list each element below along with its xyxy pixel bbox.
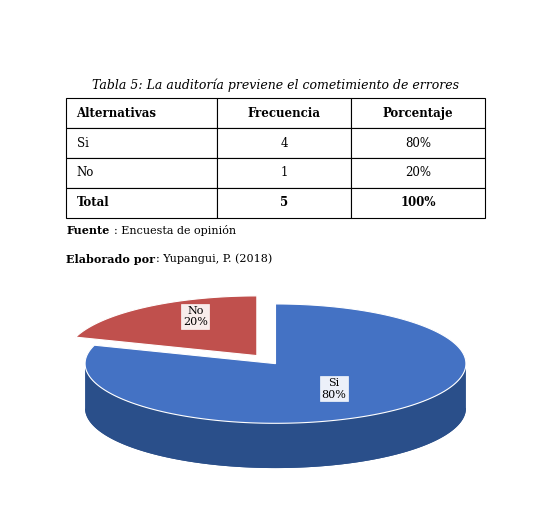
Text: Tabla 5: La auditoría previene el cometimiento de errores: Tabla 5: La auditoría previene el cometi… — [92, 79, 459, 92]
Text: Total: Total — [77, 196, 109, 209]
Text: Fuente: Fuente — [66, 225, 109, 236]
Bar — [217, 98, 351, 128]
Text: : Yupangui, P. (2018): : Yupangui, P. (2018) — [156, 254, 272, 264]
Bar — [351, 128, 485, 158]
Polygon shape — [85, 304, 466, 423]
Polygon shape — [85, 363, 466, 468]
Text: No
20%: No 20% — [183, 306, 208, 327]
Text: 5: 5 — [280, 196, 288, 209]
Bar — [217, 128, 351, 158]
Polygon shape — [85, 408, 466, 468]
Bar — [351, 188, 485, 218]
Text: 20%: 20% — [405, 166, 431, 179]
Polygon shape — [75, 296, 257, 355]
Text: Elaborado por: Elaborado por — [66, 254, 155, 265]
Text: : Encuesta de opinión: : Encuesta de opinión — [114, 225, 236, 236]
Text: No: No — [77, 166, 94, 179]
Bar — [66, 158, 217, 188]
Text: Porcentaje: Porcentaje — [382, 107, 453, 120]
Text: 1: 1 — [280, 166, 288, 179]
Text: Si: Si — [77, 137, 89, 150]
Bar — [66, 98, 217, 128]
Bar — [66, 128, 217, 158]
Bar — [66, 188, 217, 218]
Text: Alternativas: Alternativas — [77, 107, 156, 120]
Text: 100%: 100% — [400, 196, 436, 209]
Text: Frecuencia: Frecuencia — [247, 107, 320, 120]
Bar — [351, 158, 485, 188]
Text: Si
80%: Si 80% — [321, 378, 346, 399]
Bar — [351, 98, 485, 128]
Bar — [217, 188, 351, 218]
Text: 4: 4 — [280, 137, 288, 150]
Text: 80%: 80% — [405, 137, 431, 150]
Bar — [217, 158, 351, 188]
